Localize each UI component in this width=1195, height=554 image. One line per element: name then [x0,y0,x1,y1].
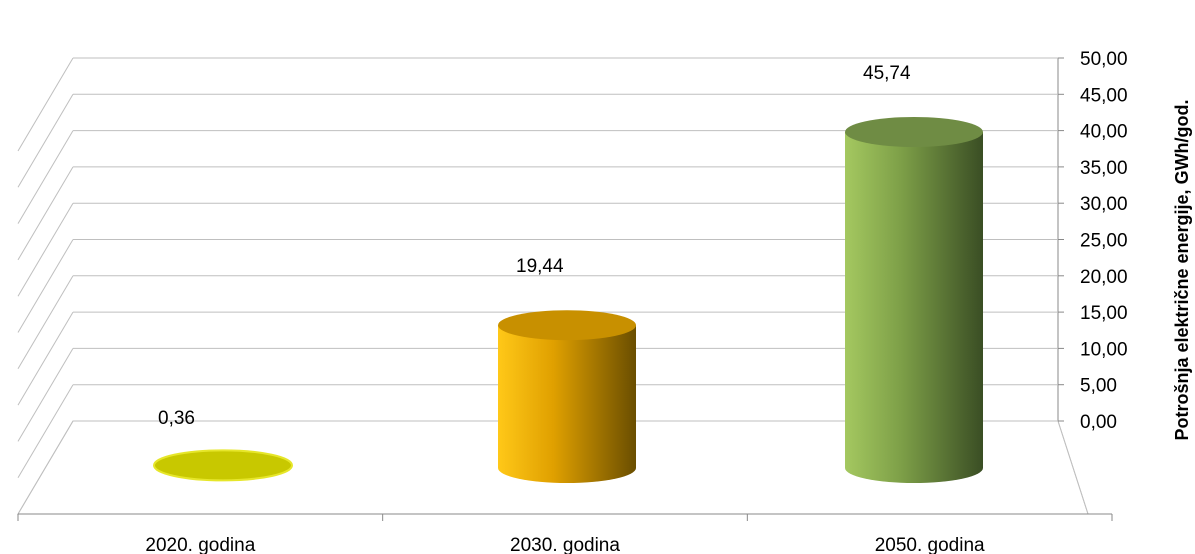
y-tick-label: 35,00 [1080,158,1128,179]
y-tick-label: 10,00 [1080,339,1128,360]
side-gridline [17,57,74,152]
y-tick-label: 50,00 [1080,49,1128,70]
x-tick-label: 2030. godina [510,535,620,554]
y-tick-label: 25,00 [1080,231,1128,252]
y-axis-ticks: 0,00 5,00 10,00 15,00 20,00 25,00 30,00 35,00 40… [1058,49,1128,433]
x-axis: 2020. godina 2030. godina 2050. godina [17,513,1113,554]
side-gridline [17,239,74,333]
bar-top [498,310,636,341]
y-tick-label: 30,00 [1080,194,1128,215]
y-tick-label: 15,00 [1080,303,1128,324]
side-gridline [17,420,74,515]
bar-body [845,132,983,483]
data-label: 19,44 [516,256,564,277]
y-tick-label: 40,00 [1080,122,1128,143]
side-gridline [17,130,74,224]
side-gridline [17,202,74,297]
y-tick-label: 20,00 [1080,267,1128,288]
bars [153,117,983,483]
y-axis-label: Potrošnja električne energije, GWh/god. [1172,99,1192,440]
y-tick-label: 0,00 [1080,412,1117,433]
data-label: 45,74 [863,63,911,84]
bar-body [498,325,636,483]
value-labels: 0,36 19,44 45,74 [158,63,911,429]
bar-top [153,449,293,482]
y-tick-label: 5,00 [1080,376,1117,397]
bar-top [845,117,983,147]
side-gridline [17,166,74,261]
x-tick-label: 2020. godina [145,535,255,554]
side-gridline [17,275,74,370]
side-gridline [17,311,74,406]
side-gridline [17,94,74,188]
side-gridline [17,348,74,442]
floor-edge [1057,420,1089,515]
side-gridline [17,384,74,478]
data-label: 0,36 [158,408,195,429]
y-tick-label: 45,00 [1080,85,1128,106]
x-tick-label: 2050. godina [875,535,985,554]
